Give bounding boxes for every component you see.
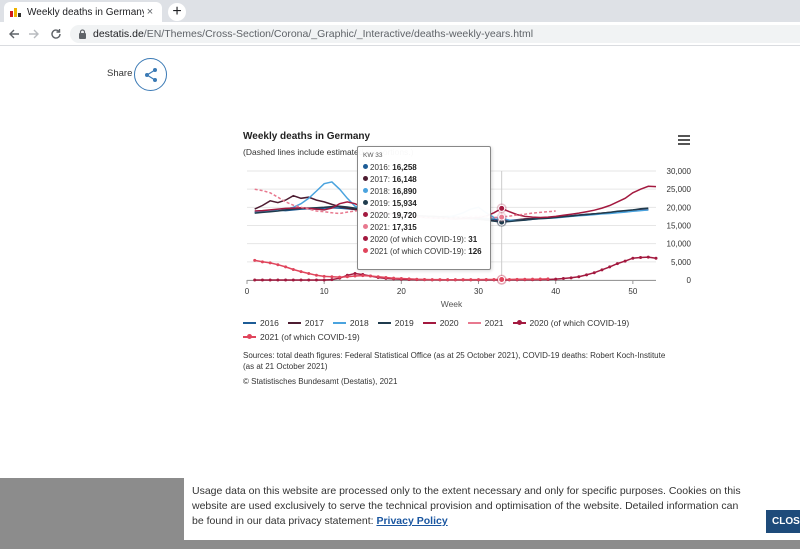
lock-icon: [78, 29, 87, 39]
tooltip-label: 2020:: [370, 211, 393, 220]
tooltip-label: 2021 (of which COVID-19):: [370, 247, 469, 256]
legend-swatch: [332, 322, 346, 324]
legend-swatch: [512, 320, 526, 325]
legend-item[interactable]: 2021: [467, 318, 504, 328]
tooltip-value: 31: [468, 235, 478, 244]
tooltip-dot: [363, 188, 368, 193]
legend-swatch: [243, 322, 256, 324]
tooltip-dot: [363, 248, 368, 253]
legend-item[interactable]: 2020: [422, 318, 459, 328]
legend-label: 2020 (of which COVID-19): [529, 318, 630, 328]
legend-label: 2020: [439, 318, 459, 328]
address-bar: destatis.de/EN/Themes/Cross-Section/Coro…: [0, 22, 800, 46]
legend-item[interactable]: 2021 (of which COVID-19): [243, 332, 360, 342]
legend-label: 2016: [260, 318, 279, 328]
legend-label: 2019: [394, 318, 414, 328]
privacy-policy-link[interactable]: Privacy Policy: [376, 515, 448, 527]
tooltip-row: 2018: 16,890: [363, 186, 485, 198]
legend-item[interactable]: 2018: [332, 318, 369, 328]
tooltip-label: 2016:: [370, 163, 393, 172]
legend-label: 2018: [349, 318, 369, 328]
chart-copyright: © Statistisches Bundesamt (Destatis), 20…: [243, 377, 397, 386]
browser-tab[interactable]: Weekly deaths in Germany - Gern ×: [4, 2, 162, 22]
tab-title: Weekly deaths in Germany - Gern: [27, 6, 144, 18]
tab-close-icon[interactable]: ×: [146, 6, 154, 18]
tooltip-row: 2020 (of which COVID-19): 31: [363, 234, 485, 246]
tooltip-value: 16,148: [392, 175, 417, 184]
cookie-close-button[interactable]: CLOSE: [766, 510, 800, 533]
tooltip-value: 17,315: [392, 223, 417, 232]
legend-swatch: [243, 334, 256, 339]
tooltip-value: 16,258: [392, 163, 417, 172]
tooltip-value: 16,890: [392, 187, 417, 196]
tooltip-header: KW 33: [363, 152, 383, 159]
share-button[interactable]: [134, 58, 167, 91]
copyright-text: © Statistisches Bundesamt (Destatis), 20…: [243, 377, 398, 386]
tooltip-label: 2018:: [370, 187, 393, 196]
tooltip-row: 2017: 16,148: [363, 174, 485, 186]
legend-item[interactable]: 2020 (of which COVID-19): [512, 318, 630, 328]
tooltip-dot: [363, 236, 368, 241]
browser-tab-bar: Weekly deaths in Germany - Gern × +: [0, 0, 800, 22]
share-label: Share: [107, 68, 133, 79]
chart-container: Weekly deaths in Germany (Dashed lines i…: [240, 125, 700, 395]
back-icon[interactable]: [6, 26, 22, 42]
reload-icon[interactable]: [48, 26, 64, 42]
share-icon: [144, 67, 157, 82]
tooltip-dot: [363, 224, 368, 229]
chart-subtitle: (Dashed lines include estimated proporti…: [243, 147, 414, 157]
chart-sources: Sources: total death figures: Federal St…: [243, 351, 666, 371]
legend-item[interactable]: 2017: [287, 318, 324, 328]
tooltip-dot: [363, 200, 368, 205]
tooltip-label: 2017:: [370, 175, 393, 184]
legend-label: 2017: [304, 318, 324, 328]
cookie-text: Usage data on this website are processed…: [192, 485, 741, 527]
tooltip-row: 2020: 19,720: [363, 210, 485, 222]
tooltip-row: 2021 (of which COVID-19): 126: [363, 246, 485, 258]
tooltip-value: 19,720: [392, 211, 417, 220]
chart-title: Weekly deaths in Germany: [243, 131, 371, 142]
url-path: /EN/Themes/Cross-Section/Corona/_Graphic…: [143, 28, 534, 40]
legend-label: 2021: [484, 318, 504, 328]
legend-item[interactable]: 2019: [377, 318, 414, 328]
tooltip-dot: [363, 212, 368, 217]
tooltip-value: 126: [468, 247, 482, 256]
url-host: destatis.de: [93, 28, 144, 40]
tooltip-dot: [363, 176, 368, 181]
legend-item[interactable]: 2016: [243, 318, 279, 328]
tooltip-label: 2020 (of which COVID-19):: [370, 235, 469, 244]
legend-swatch: [422, 322, 436, 324]
tooltip-value: 15,934: [392, 199, 417, 208]
legend-swatch: [287, 322, 301, 324]
tooltip-row: 2019: 15,934: [363, 198, 485, 210]
legend-row: 2016 2017 2018 2019 2020 2021 2020 (of which C…: [243, 318, 663, 328]
destatis-favicon-icon: [10, 7, 22, 17]
tooltip-row: 2021: 17,315: [363, 222, 485, 234]
chart-tooltip: KW 33 2016: 16,258 2017: 16,148 2018: 16,8…: [357, 146, 491, 270]
cookie-banner: Usage data on this website are processed…: [184, 478, 800, 540]
chart-legend: 2016 2017 2018 2019 2020 2021 2020 (of which C…: [243, 318, 663, 346]
tooltip-label: 2019:: [370, 199, 393, 208]
chart-menu-icon[interactable]: [678, 135, 690, 145]
tooltip-row: 2016: 16,258: [363, 162, 485, 174]
new-tab-button[interactable]: +: [168, 3, 186, 21]
legend-row: 2021 (of which COVID-19): [243, 332, 663, 342]
legend-swatch: [467, 322, 481, 324]
forward-icon[interactable]: [26, 26, 42, 42]
tooltip-dot: [363, 164, 368, 169]
legend-swatch: [377, 322, 391, 324]
tooltip-label: 2021:: [370, 223, 393, 232]
legend-label: 2021 (of which COVID-19): [260, 332, 360, 342]
url-field[interactable]: destatis.de/EN/Themes/Cross-Section/Coro…: [70, 25, 800, 43]
